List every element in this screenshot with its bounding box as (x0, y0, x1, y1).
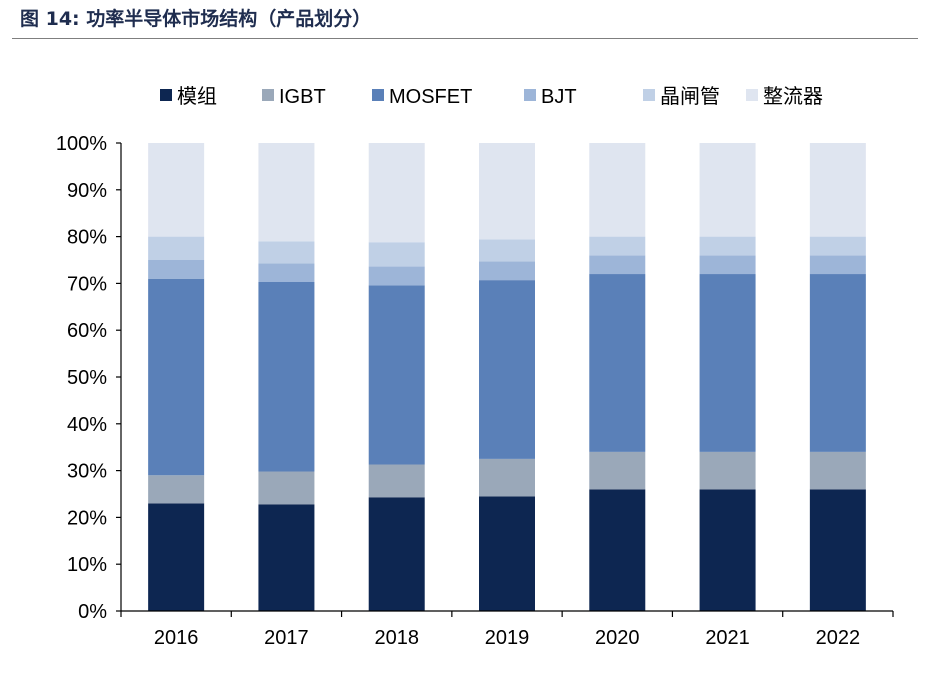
bar-segment (368, 464, 425, 498)
legend-swatch (372, 89, 384, 101)
legend-item: IGBT (262, 86, 326, 108)
bar-segment (589, 489, 646, 611)
y-tick-label: 30% (67, 461, 107, 483)
legend-swatch (643, 89, 655, 101)
bar-segment (368, 497, 425, 611)
x-tick-label: 2020 (595, 627, 640, 649)
legend-label: 模组 (177, 85, 217, 108)
legend-item: MOSFET (372, 86, 472, 108)
bar-segment (368, 285, 425, 465)
y-tick-label: 50% (67, 367, 107, 389)
x-tick-label: 2022 (816, 627, 861, 649)
bar-segment (809, 451, 866, 490)
legend-swatch (160, 89, 172, 101)
legend-label: MOSFET (389, 86, 472, 108)
y-tick-label: 70% (67, 273, 107, 295)
bar-segment (479, 239, 535, 262)
bar-segment (148, 143, 205, 237)
bar-segment (699, 236, 756, 256)
legend-swatch (746, 89, 758, 101)
bar-segment (148, 260, 205, 279)
legend-item: 晶闸管 (643, 85, 720, 108)
bar-segment (809, 255, 866, 275)
bar-segment (258, 281, 315, 472)
chart-bars (148, 143, 866, 611)
bar-segment (699, 451, 756, 490)
y-tick-label: 20% (67, 507, 107, 529)
legend-item: BJT (524, 86, 577, 108)
legend-swatch (524, 89, 536, 101)
bar-segment (699, 489, 756, 611)
bar-segment (589, 255, 646, 275)
y-tick-label: 0% (78, 601, 107, 623)
y-tick-label: 100% (56, 133, 107, 155)
x-tick-label: 2021 (705, 627, 750, 649)
bar-segment (148, 475, 205, 504)
bar-segment (699, 274, 756, 452)
bar-segment (258, 504, 315, 611)
bar-segment (368, 242, 425, 267)
legend-item: 模组 (160, 85, 217, 108)
y-tick-label: 90% (67, 180, 107, 202)
legend-label: IGBT (279, 86, 326, 108)
bar-segment (699, 143, 756, 237)
x-tick-label: 2019 (485, 627, 530, 649)
bar-segment (479, 496, 535, 611)
legend-label: BJT (541, 86, 577, 108)
x-tick-label: 2016 (154, 627, 199, 649)
x-tick-label: 2018 (374, 627, 419, 649)
bar-segment (699, 255, 756, 275)
chart-legend: 模组 IGBT MOSFET BJT 晶闸管 整流器 (160, 85, 823, 108)
bar-segment (479, 280, 535, 459)
y-tick-label: 80% (67, 227, 107, 249)
bar-segment (589, 236, 646, 256)
bar-segment (589, 143, 646, 237)
bar-segment (368, 143, 425, 243)
y-tick-label: 40% (67, 414, 107, 436)
legend-swatch (262, 89, 274, 101)
bar-segment (809, 489, 866, 611)
bar-segment (148, 503, 205, 611)
legend-item: 整流器 (746, 85, 823, 108)
x-tick-label: 2017 (264, 627, 309, 649)
bar-segment (258, 143, 315, 242)
y-tick-label: 60% (67, 320, 107, 342)
y-tick-label: 10% (67, 554, 107, 576)
bar-segment (809, 236, 866, 256)
bar-segment (809, 143, 866, 237)
bar-segment (479, 143, 535, 240)
bar-segment (258, 241, 315, 264)
bar-segment (479, 261, 535, 281)
bar-segment (589, 451, 646, 490)
legend-label: 晶闸管 (660, 85, 720, 108)
chart-axes: 0% 10% 20% 30% 40% 50% 60% 70% 80% 90% 100% 2016 201… (56, 133, 894, 649)
figure-header: 图 14: 功率半导体市场结构（产品划分） (12, 0, 918, 39)
bar-segment (258, 471, 315, 505)
bar-segment (258, 263, 315, 282)
bar-segment (148, 236, 205, 260)
bar-segment (148, 278, 205, 476)
figure-title: 图 14: 功率半导体市场结构（产品划分） (20, 8, 372, 30)
bar-segment (589, 274, 646, 452)
legend-label: 整流器 (763, 85, 823, 108)
bar-segment (809, 274, 866, 452)
bar-segment (368, 266, 425, 286)
bar-segment (479, 458, 535, 497)
